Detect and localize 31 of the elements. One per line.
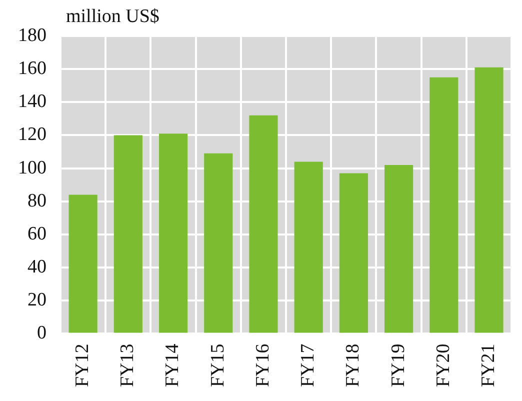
y-tick-label: 120 [18, 124, 46, 146]
bar [158, 134, 188, 333]
y-tick-label: 0 [37, 322, 46, 344]
x-tick-label: FY21 [478, 344, 499, 388]
y-tick-label: 140 [18, 91, 46, 112]
x-tick-label: FY15 [207, 344, 228, 388]
y-tick-label: 100 [18, 157, 46, 178]
y-tick-label: 160 [18, 58, 46, 80]
bar [474, 67, 504, 333]
bar [384, 165, 414, 333]
bar [114, 135, 142, 333]
y-axis-title: million US$ [66, 6, 160, 28]
bar [339, 173, 368, 333]
x-tick-label: FY20 [432, 344, 454, 388]
bar [294, 162, 323, 333]
bar [68, 194, 98, 333]
bar [430, 77, 458, 333]
y-tick-label: 20 [28, 290, 46, 311]
y-tick-label: 180 [18, 24, 46, 46]
x-tick-label: FY16 [252, 344, 274, 388]
y-tick-label: 40 [28, 256, 46, 278]
bar [249, 115, 278, 333]
y-tick-label: 60 [28, 223, 46, 244]
x-tick-label: FY19 [388, 344, 409, 388]
x-tick-label: FY12 [72, 344, 94, 388]
x-tick-label: FY13 [117, 344, 138, 388]
y-tick-label: 80 [28, 190, 46, 212]
bar [204, 153, 233, 333]
x-tick-label: FY18 [342, 344, 364, 388]
x-tick-label: FY14 [162, 343, 184, 388]
x-tick-label: FY17 [298, 344, 319, 388]
